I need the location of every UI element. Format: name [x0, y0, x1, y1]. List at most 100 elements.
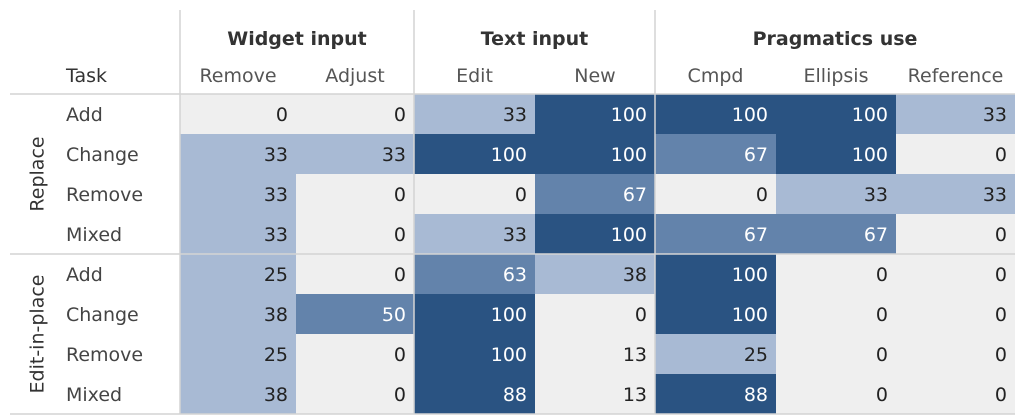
- column-label-5: Cmpd: [688, 65, 744, 87]
- cell-value-r4-c3: 33: [503, 224, 527, 246]
- table-rules: [10, 10, 1015, 415]
- heatmap-cell-r7-c6: [776, 334, 896, 374]
- heatmap-cells: [180, 94, 1015, 414]
- cell-value-r6-c1: 38: [264, 304, 288, 326]
- row-label-4: Mixed: [66, 224, 122, 246]
- heatmap-labels: 0 0 33 100 100 100 33 33 33 100 100 67 100 0 33 0 0 67 0 33…: [27, 28, 1008, 406]
- cell-value-r3-c6: 33: [864, 184, 888, 206]
- cell-value-r2-c5: 67: [744, 144, 768, 166]
- row-label-1: Add: [66, 104, 103, 126]
- cell-value-r2-c2: 33: [382, 144, 406, 166]
- cell-value-r1-c5: 100: [732, 104, 768, 126]
- cell-value-r1-c3: 33: [503, 104, 527, 126]
- cell-value-r2-c7: 0: [995, 144, 1007, 166]
- cell-value-r7-c5: 25: [744, 344, 768, 366]
- cell-value-r6-c4: 0: [635, 304, 647, 326]
- cell-value-r5-c6: 0: [876, 264, 888, 286]
- column-label-1: Remove: [199, 65, 276, 87]
- row-label-5: Add: [66, 264, 103, 286]
- cell-value-r7-c7: 0: [995, 344, 1007, 366]
- heatmap-cell-r5-c4: [535, 254, 655, 294]
- heatmap-cell-r7-c7: [896, 334, 1015, 374]
- heatmap-cell-r1-c2: [296, 94, 414, 134]
- heatmap-cell-r2-c2: [296, 134, 414, 174]
- cell-value-r1-c1: 0: [276, 104, 288, 126]
- heatmap-cell-r4-c3: [414, 214, 535, 254]
- cell-value-r2-c6: 100: [852, 144, 888, 166]
- row-group-label-2: Edit-in-place: [27, 275, 49, 394]
- heatmap-cell-r2-c7: [896, 134, 1015, 174]
- cell-value-r8-c1: 38: [264, 384, 288, 406]
- column-label-7: Reference: [908, 65, 1004, 87]
- cell-value-r7-c1: 25: [264, 344, 288, 366]
- cell-value-r3-c4: 67: [623, 184, 647, 206]
- heatmap-cell-r8-c5: [655, 374, 776, 414]
- cell-value-r4-c2: 0: [394, 224, 406, 246]
- column-group-label-2: Text input: [481, 28, 589, 50]
- heatmap-cell-r3-c5: [655, 174, 776, 214]
- cell-value-r4-c4: 100: [611, 224, 647, 246]
- heatmap-cell-r2-c4: [535, 134, 655, 174]
- heatmap-cell-r6-c3: [414, 294, 535, 334]
- heatmap-cell-r2-c1: [180, 134, 296, 174]
- heatmap-cell-r2-c6: [776, 134, 896, 174]
- cell-value-r2-c3: 100: [491, 144, 527, 166]
- heatmap-cell-r8-c7: [896, 374, 1015, 414]
- cell-value-r6-c3: 100: [491, 304, 527, 326]
- cell-value-r7-c2: 0: [394, 344, 406, 366]
- heatmap-cell-r6-c6: [776, 294, 896, 334]
- heatmap-cell-r8-c2: [296, 374, 414, 414]
- heatmap-cell-r4-c6: [776, 214, 896, 254]
- heatmap-cell-r8-c1: [180, 374, 296, 414]
- heatmap-cell-r4-c4: [535, 214, 655, 254]
- heatmap-cell-r4-c7: [896, 214, 1015, 254]
- cell-value-r2-c4: 100: [611, 144, 647, 166]
- heatmap-cell-r3-c4: [535, 174, 655, 214]
- heatmap-cell-r6-c4: [535, 294, 655, 334]
- cell-value-r1-c6: 100: [852, 104, 888, 126]
- heatmap-cell-r4-c2: [296, 214, 414, 254]
- cell-value-r1-c7: 33: [983, 104, 1007, 126]
- heatmap-cell-r6-c5: [655, 294, 776, 334]
- cell-value-r2-c1: 33: [264, 144, 288, 166]
- cell-value-r4-c5: 67: [744, 224, 768, 246]
- cell-value-r4-c1: 33: [264, 224, 288, 246]
- column-label-2: Adjust: [325, 65, 384, 87]
- cell-value-r4-c7: 0: [995, 224, 1007, 246]
- heatmap-cell-r4-c5: [655, 214, 776, 254]
- heatmap-cell-r5-c7: [896, 254, 1015, 294]
- cell-value-r8-c7: 0: [995, 384, 1007, 406]
- heatmap-cell-r3-c1: [180, 174, 296, 214]
- heatmap-cell-r1-c5: [655, 94, 776, 134]
- heatmap-cell-r3-c3: [414, 174, 535, 214]
- heatmap-cell-r3-c6: [776, 174, 896, 214]
- row-group-label-1: Replace: [27, 136, 49, 211]
- heatmap-cell-r1-c1: [180, 94, 296, 134]
- column-group-label-1: Widget input: [227, 28, 367, 50]
- heatmap-cell-r5-c3: [414, 254, 535, 294]
- heatmap-cell-r7-c1: [180, 334, 296, 374]
- cell-value-r6-c6: 0: [876, 304, 888, 326]
- heatmap-cell-r2-c5: [655, 134, 776, 174]
- row-label-6: Change: [66, 304, 139, 326]
- heatmap-cell-r4-c1: [180, 214, 296, 254]
- column-label-3: Edit: [456, 65, 493, 87]
- cell-value-r5-c3: 63: [503, 264, 527, 286]
- cell-value-r8-c4: 13: [623, 384, 647, 406]
- heatmap-cell-r6-c7: [896, 294, 1015, 334]
- cell-value-r6-c5: 100: [732, 304, 768, 326]
- cell-value-r7-c6: 0: [876, 344, 888, 366]
- heatmap-cell-r5-c2: [296, 254, 414, 294]
- cell-value-r1-c4: 100: [611, 104, 647, 126]
- heatmap-cell-r6-c2: [296, 294, 414, 334]
- heatmap-cell-r7-c2: [296, 334, 414, 374]
- heatmap-cell-r1-c6: [776, 94, 896, 134]
- heatmap-cell-r1-c7: [896, 94, 1015, 134]
- cell-value-r7-c4: 13: [623, 344, 647, 366]
- heatmap-cell-r3-c7: [896, 174, 1015, 214]
- row-label-2: Change: [66, 144, 139, 166]
- heatmap-cell-r8-c4: [535, 374, 655, 414]
- cell-value-r3-c1: 33: [264, 184, 288, 206]
- cell-value-r5-c1: 25: [264, 264, 288, 286]
